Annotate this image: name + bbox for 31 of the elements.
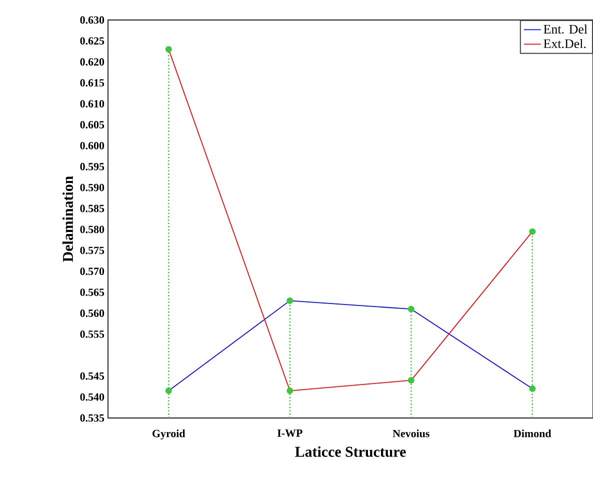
y-tick-label: 0.545: [80, 372, 104, 380]
y-tick-label: 0.600: [80, 142, 104, 150]
y-tick-label: 0.630: [80, 16, 104, 24]
y-tick-label: 0.575: [80, 246, 104, 254]
y-tick-label: 0.625: [80, 37, 104, 45]
y-tick-label: 0.535: [80, 414, 104, 422]
y-tick-label: 0.555: [80, 330, 104, 338]
x-tick-label: Gyroid: [152, 430, 186, 440]
y-tick-label: 0.615: [80, 79, 104, 87]
point: [286, 297, 294, 304]
x-axis-title: Laticce Structure: [295, 446, 406, 457]
y-tick-label: 0.605: [80, 121, 104, 128]
x-tick-label: Nevoius: [392, 430, 430, 438]
y-tick-label: 0.595: [80, 162, 104, 170]
y-tick-label: 0.580: [80, 226, 104, 234]
x-tick-label: Dimond: [514, 430, 552, 438]
point: [529, 228, 536, 235]
y-axis-title: Delamination: [62, 176, 73, 262]
y-tick-label: 0.560: [80, 310, 104, 317]
x-tick-label: I-WP: [277, 430, 302, 437]
legend-label: Ext.Del.: [544, 38, 586, 48]
y-tick-label: 0.590: [80, 184, 104, 192]
y-tick-label: 0.610: [80, 100, 104, 108]
y-tick-label: 0.570: [80, 268, 104, 276]
y-tick-label: 0.620: [80, 58, 104, 66]
y-tick-label: 0.540: [80, 393, 104, 401]
point: [408, 306, 414, 312]
point: [165, 46, 172, 53]
legend-label: Ent. Del: [544, 24, 588, 34]
y-tick-label: 0.585: [80, 204, 104, 212]
y-tick-label: 0.565: [80, 288, 104, 296]
